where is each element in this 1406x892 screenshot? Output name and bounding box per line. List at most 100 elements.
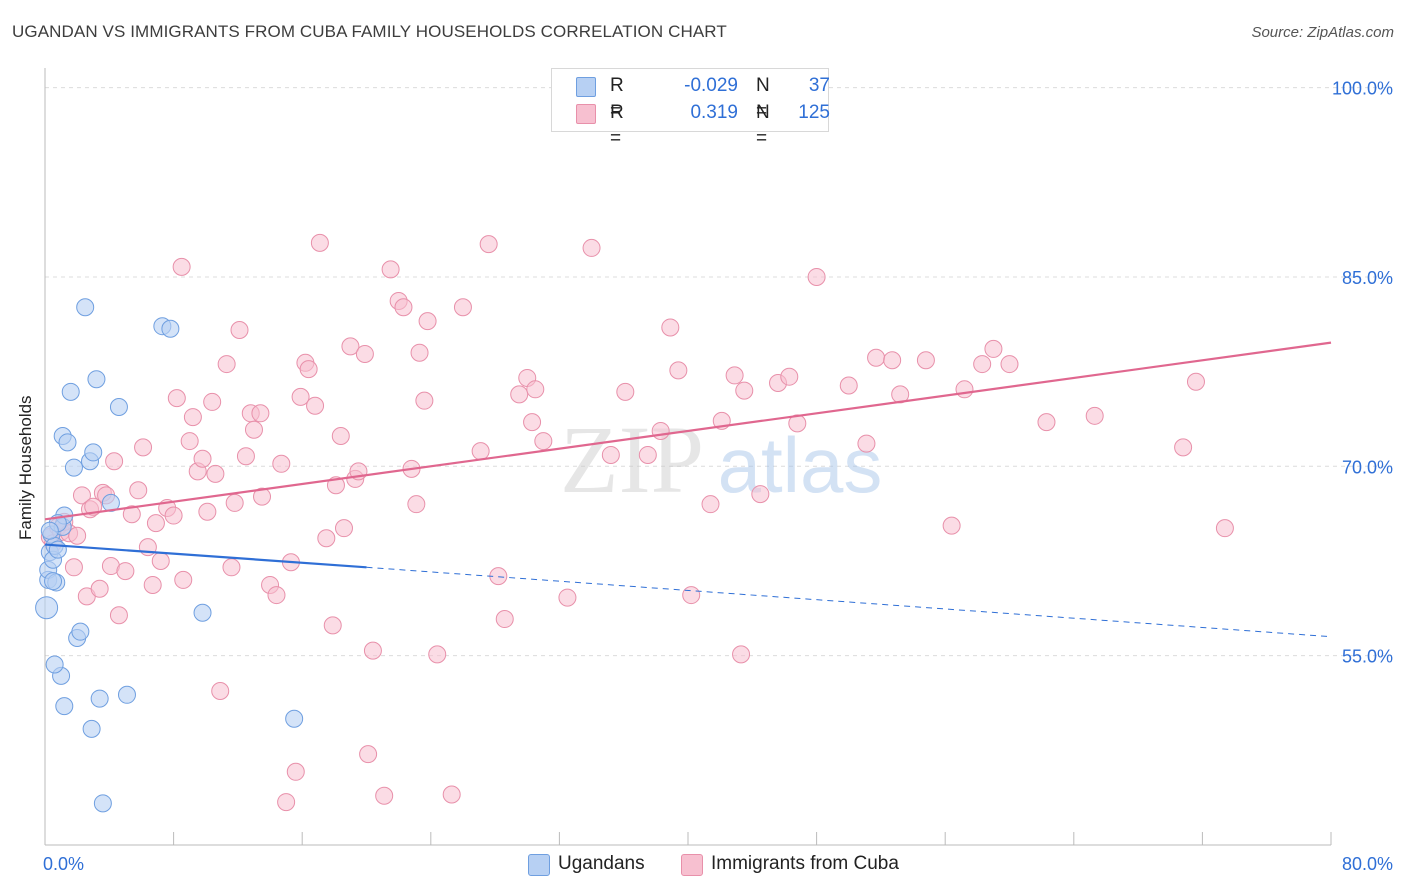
ugandan-point	[40, 521, 59, 540]
ugandan-point	[58, 433, 77, 452]
cuba-point	[286, 762, 305, 781]
cuba-point	[407, 495, 426, 514]
cuba-point	[410, 343, 429, 362]
cuba-point	[183, 408, 202, 427]
cuba-point	[375, 786, 394, 805]
cuba-point	[323, 616, 342, 635]
watermark-atlas: atlas	[718, 421, 883, 509]
cuba-point	[143, 575, 162, 594]
cuba-point	[341, 337, 360, 356]
ugandan-point	[101, 493, 120, 512]
cuba-point	[109, 606, 128, 625]
cuba-point	[701, 495, 720, 514]
source-label: Source: ZipAtlas.com	[1251, 24, 1394, 41]
cuba-point	[72, 486, 91, 505]
ugandan-point	[71, 622, 90, 641]
cuba-point	[601, 445, 620, 464]
tick-labels: 55.0% 70.0% 85.0% 100.0% 0.0% 80.0%	[43, 79, 1393, 874]
x-tick-label: 80.0%	[1342, 854, 1393, 874]
cuba-point	[217, 355, 236, 374]
cuba-point	[105, 452, 124, 471]
ugandan-point	[109, 397, 128, 416]
cuba-point	[267, 586, 286, 605]
cuba-point	[453, 298, 472, 317]
ugandan-point	[117, 685, 136, 704]
cuba-point	[955, 380, 974, 399]
cuba-point	[780, 367, 799, 386]
correlation-legend: R = -0.029 N = 37 R = 0.319 N = 125	[551, 68, 830, 149]
x-tick-label: 0.0%	[43, 854, 84, 874]
cuba-point	[198, 502, 217, 521]
cuba-point	[116, 562, 135, 581]
chart-title: UGANDAN VS IMMIGRANTS FROM CUBA FAMILY H…	[12, 22, 727, 41]
ugandan-point	[45, 655, 64, 674]
cuba-point	[222, 558, 241, 577]
cuba-point	[1186, 372, 1205, 391]
ugandan-point	[55, 697, 74, 716]
cuba-point	[428, 645, 447, 664]
cuba-point	[442, 785, 461, 804]
cuba-trend-line	[44, 341, 1332, 521]
cuba-point	[857, 434, 876, 453]
cuba-point	[807, 267, 826, 286]
ugandan-point	[93, 794, 112, 813]
cuba-point	[751, 485, 770, 504]
legend-swatch-pink	[681, 854, 703, 876]
cuba-point	[1215, 519, 1234, 538]
cuba-point	[244, 420, 263, 439]
cuba-point	[277, 793, 296, 812]
cuba-point	[867, 348, 886, 367]
cuba-point	[883, 351, 902, 370]
cuba-point	[381, 260, 400, 279]
legend-swatch-blue	[528, 854, 550, 876]
ugandan-point	[61, 382, 80, 401]
cuba-point	[193, 449, 212, 468]
cuba-point	[129, 481, 148, 500]
cuba-point	[84, 497, 103, 516]
cuba-point	[334, 519, 353, 538]
cuba-point	[479, 235, 498, 254]
y-tick-label: 70.0%	[1342, 457, 1393, 477]
cuba-point	[523, 413, 542, 432]
cuba-point	[331, 427, 350, 446]
cuba-point	[359, 745, 378, 764]
cuba-point	[164, 506, 183, 525]
cuba-point	[558, 588, 577, 607]
cuba-point	[64, 558, 83, 577]
legend-swatch-pink	[576, 104, 596, 124]
cuba-point	[942, 516, 961, 535]
ugandan-points	[35, 298, 304, 813]
legend-swatch-blue	[576, 77, 596, 97]
cuba-point	[984, 339, 1003, 358]
ugandan-trend-extension	[366, 566, 1332, 638]
ugandan-trend-line	[44, 543, 367, 569]
cuba-point	[134, 438, 153, 457]
cuba-point	[534, 432, 553, 451]
ugandan-point	[161, 319, 180, 338]
legend-n-label: N =	[756, 102, 770, 149]
cuba-point	[916, 351, 935, 370]
ugandan-point	[87, 370, 106, 389]
ugandan-point	[48, 540, 67, 559]
legend-label-cuba: Immigrants from Cuba	[711, 853, 899, 874]
ugandan-point	[76, 298, 95, 317]
legend-r-value: -0.029	[684, 75, 738, 96]
cuba-point	[68, 526, 87, 545]
cuba-point	[253, 487, 272, 506]
ugandan-point	[90, 689, 109, 708]
axes	[44, 68, 1332, 846]
cuba-point	[151, 551, 170, 570]
legend-label-ugandans: Ugandans	[558, 853, 645, 874]
cuba-point	[230, 320, 249, 339]
watermark-zip: ZIP	[560, 406, 704, 513]
cuba-point	[363, 641, 382, 660]
cuba-point	[418, 312, 437, 331]
cuba-point	[526, 380, 545, 399]
y-tick-label: 85.0%	[1342, 268, 1393, 288]
legend-r-value: 0.319	[690, 102, 738, 123]
cuba-points	[40, 233, 1234, 812]
ugandan-point	[285, 709, 304, 728]
cuba-point	[415, 391, 434, 410]
ugandan-point	[64, 458, 83, 477]
cuba-point	[180, 432, 199, 451]
